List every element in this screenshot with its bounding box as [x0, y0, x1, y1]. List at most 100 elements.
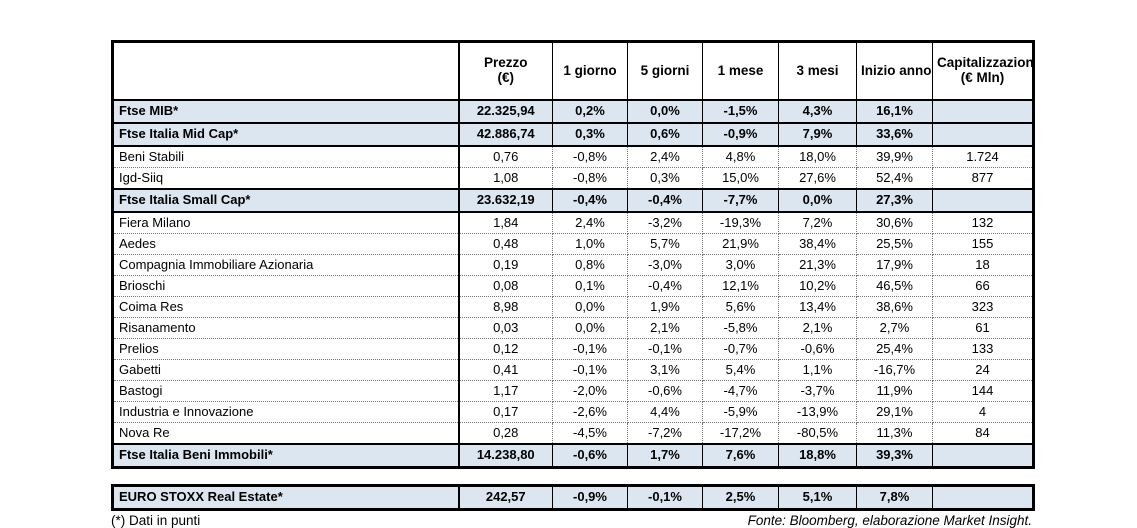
value-cell: 18,8%: [778, 443, 857, 469]
column-header: 3 mesi: [778, 41, 857, 101]
index-row: EURO STOXX Real Estate* 242,57 -0,9% -0,1% 2…: [112, 484, 1034, 511]
value-cell: -5,8%: [702, 317, 779, 339]
value-cell: [932, 188, 1034, 213]
value-cell: 4,8%: [702, 146, 779, 168]
value-cell: 4: [932, 401, 1034, 423]
value-cell: 1,7%: [627, 443, 703, 469]
stock-row: Risanamento 0,03 0,0% 2,1% -5,8% 2,1% 2,7% 61: [112, 317, 1034, 339]
value-cell: -1,5%: [702, 99, 779, 124]
value-cell: -0,4%: [627, 275, 703, 297]
value-cell: 10,2%: [778, 275, 857, 297]
value-cell: 25,5%: [856, 233, 933, 255]
stock-row: Nova Re 0,28 -4,5% -7,2% -17,2% -80,5% 11,3% 84: [112, 422, 1034, 445]
value-cell: 1,08: [458, 167, 553, 190]
value-cell: 17,9%: [856, 254, 933, 276]
value-cell: 4,4%: [627, 401, 703, 423]
table-footnotes: (*) Dati in punti Fonte: Bloomberg, elab…: [111, 513, 1032, 528]
corner-cell: [112, 41, 460, 101]
index-row: Ftse Italia Small Cap* 23.632,19 -0,4% -0,4…: [112, 188, 1034, 213]
value-cell: -0,4%: [552, 188, 628, 213]
value-cell: 1,0%: [552, 233, 628, 255]
value-cell: 0,41: [458, 359, 553, 381]
stock-row: Coima Res 8,98 0,0% 1,9% 5,6% 13,4% 38,6% 323: [112, 296, 1034, 318]
value-cell: 133: [932, 338, 1034, 360]
value-cell: 1,84: [458, 212, 553, 234]
value-cell: -3,2%: [627, 212, 703, 234]
name-cell: Coima Res: [112, 296, 460, 318]
value-cell: 877: [932, 167, 1034, 190]
value-cell: -0,4%: [627, 188, 703, 213]
stock-row: Bastogi 1,17 -2,0% -0,6% -4,7% -3,7% 11,9% 144: [112, 380, 1034, 402]
column-header: 1 giorno: [552, 41, 628, 101]
stock-row: Compagnia Immobiliare Azionaria 0,19 0,8% -…: [112, 254, 1034, 276]
value-cell: 30,6%: [856, 212, 933, 234]
value-cell: [932, 99, 1034, 124]
value-cell: 15,0%: [702, 167, 779, 190]
value-cell: -0,8%: [552, 167, 628, 190]
value-cell: -0,6%: [552, 443, 628, 469]
value-cell: 0,0%: [552, 296, 628, 318]
column-header: Inizio anno: [856, 41, 933, 101]
value-cell: 1,17: [458, 380, 553, 402]
name-cell: Bastogi: [112, 380, 460, 402]
value-cell: 0,6%: [627, 122, 703, 147]
column-header: 1 mese: [702, 41, 779, 101]
name-cell: Beni Stabili: [112, 146, 460, 168]
name-cell: Ftse MIB*: [112, 99, 460, 124]
value-cell: 0,8%: [552, 254, 628, 276]
value-cell: 2,5%: [702, 484, 779, 511]
name-cell: Brioschi: [112, 275, 460, 297]
value-cell: 21,3%: [778, 254, 857, 276]
value-cell: 2,7%: [856, 317, 933, 339]
table-header-row: Prezzo (€) 1 giorno 5 giorni 1 mese 3 mesi Ini…: [112, 41, 1034, 101]
name-cell: Ftse Italia Mid Cap*: [112, 122, 460, 147]
name-cell: Aedes: [112, 233, 460, 255]
value-cell: 0,1%: [552, 275, 628, 297]
value-cell: 24: [932, 359, 1034, 381]
footnote-dati-in-punti: (*) Dati in punti: [111, 513, 201, 528]
value-cell: 7,9%: [778, 122, 857, 147]
value-cell: -19,3%: [702, 212, 779, 234]
value-cell: 4,3%: [778, 99, 857, 124]
value-cell: 46,5%: [856, 275, 933, 297]
value-cell: 0,0%: [778, 188, 857, 213]
value-cell: 0,2%: [552, 99, 628, 124]
value-cell: -0,8%: [552, 146, 628, 168]
value-cell: 84: [932, 422, 1034, 445]
value-cell: 27,6%: [778, 167, 857, 190]
value-cell: 5,4%: [702, 359, 779, 381]
value-cell: -0,6%: [627, 380, 703, 402]
name-cell: Ftse Italia Beni Immobili*: [112, 443, 460, 469]
value-cell: 1.724: [932, 146, 1034, 168]
value-cell: 2,4%: [552, 212, 628, 234]
value-cell: 25,4%: [856, 338, 933, 360]
name-cell: Fiera Milano: [112, 212, 460, 234]
value-cell: 18: [932, 254, 1034, 276]
value-cell: 66: [932, 275, 1034, 297]
value-cell: 42.886,74: [458, 122, 553, 147]
value-cell: -7,7%: [702, 188, 779, 213]
value-cell: -0,1%: [627, 484, 703, 511]
value-cell: 5,1%: [778, 484, 857, 511]
value-cell: 2,1%: [778, 317, 857, 339]
value-cell: 29,1%: [856, 401, 933, 423]
value-cell: 155: [932, 233, 1034, 255]
value-cell: 0,12: [458, 338, 553, 360]
value-cell: 33,6%: [856, 122, 933, 147]
column-header: 5 giorni: [627, 41, 703, 101]
stock-row: Industria e Innovazione 0,17 -2,6% 4,4% -5,9…: [112, 401, 1034, 423]
value-cell: 5,6%: [702, 296, 779, 318]
value-cell: 8,98: [458, 296, 553, 318]
value-cell: 132: [932, 212, 1034, 234]
value-cell: -0,1%: [552, 359, 628, 381]
value-cell: 14.238,80: [458, 443, 553, 469]
name-cell: Compagnia Immobiliare Azionaria: [112, 254, 460, 276]
stock-row: Gabetti 0,41 -0,1% 3,1% 5,4% 1,1% -16,7% 24: [112, 359, 1034, 381]
index-row: Ftse MIB* 22.325,94 0,2% 0,0% -1,5% 4,3% 16,1%: [112, 99, 1034, 124]
value-cell: -0,6%: [778, 338, 857, 360]
value-cell: 3,1%: [627, 359, 703, 381]
value-cell: 0,08: [458, 275, 553, 297]
column-header: Capitalizzazione (€ Mln): [932, 41, 1034, 101]
value-cell: [932, 484, 1034, 511]
value-cell: -5,9%: [702, 401, 779, 423]
